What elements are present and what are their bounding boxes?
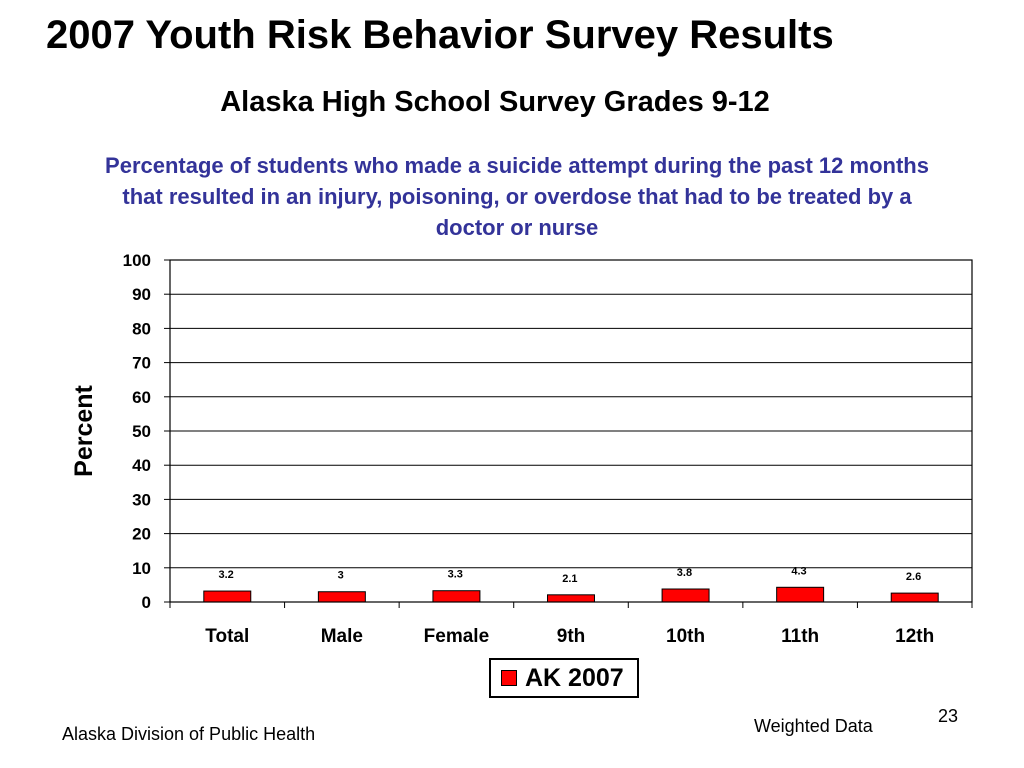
- footer-organization: Alaska Division of Public Health: [62, 724, 316, 744]
- y-tick-label: 40: [132, 456, 151, 475]
- slide-title: 2007 Youth Risk Behavior Survey Results: [46, 13, 834, 57]
- x-tick-label: Female: [424, 626, 489, 647]
- data-labels: 3.2 3 3.3 2.1 3.8 4.3 2.6: [218, 565, 921, 585]
- data-label: 3.3: [448, 569, 463, 581]
- chart-description: Percentage of students who made a suicid…: [105, 153, 929, 240]
- bar: [890, 592, 939, 603]
- y-tick-label: 60: [132, 388, 151, 407]
- y-tick-label: 100: [123, 251, 151, 270]
- x-tick-label: 10th: [666, 626, 705, 647]
- y-tick-label: 10: [132, 559, 151, 578]
- bar: [203, 590, 252, 603]
- bar: [432, 590, 481, 603]
- x-tick-label: Total: [205, 626, 249, 647]
- bars: [203, 586, 939, 603]
- data-label: 2.1: [562, 573, 577, 585]
- y-tick-label: 50: [132, 422, 151, 441]
- legend-swatch: [501, 670, 517, 686]
- data-label: 2.6: [906, 571, 921, 583]
- footer-note: Weighted Data: [754, 716, 873, 736]
- gridlines: [170, 293, 972, 569]
- x-tick-label: 12th: [895, 626, 934, 647]
- data-label: 3: [338, 570, 344, 582]
- y-tick-label: 80: [132, 319, 151, 338]
- y-tick-label: 20: [132, 525, 151, 544]
- x-tick-label: 9th: [557, 626, 586, 647]
- slide-subtitle: Alaska High School Survey Grades 9-12: [220, 86, 770, 118]
- data-label: 4.3: [791, 565, 806, 577]
- data-label: 3.8: [677, 567, 692, 579]
- bar: [547, 594, 595, 603]
- y-axis-label: Percent: [70, 384, 98, 476]
- bar: [776, 586, 825, 603]
- y-tick-label: 90: [132, 285, 151, 304]
- data-label: 3.2: [218, 569, 233, 581]
- x-tick-label: 11th: [781, 626, 819, 647]
- bar: [661, 588, 710, 603]
- y-tick-label: 0: [142, 593, 151, 612]
- axis-ticks: 0 10 20 30 40 50 60 70 80 90 100 Total Male Female 9th…: [123, 251, 973, 647]
- x-tick-label: Male: [321, 626, 363, 647]
- bar: [317, 591, 366, 603]
- y-tick-label: 70: [132, 354, 151, 373]
- y-tick-label: 30: [132, 490, 151, 509]
- page-number: 23: [938, 706, 959, 726]
- legend-label: AK 2007: [525, 663, 624, 692]
- chart-legend: AK 2007: [489, 658, 639, 698]
